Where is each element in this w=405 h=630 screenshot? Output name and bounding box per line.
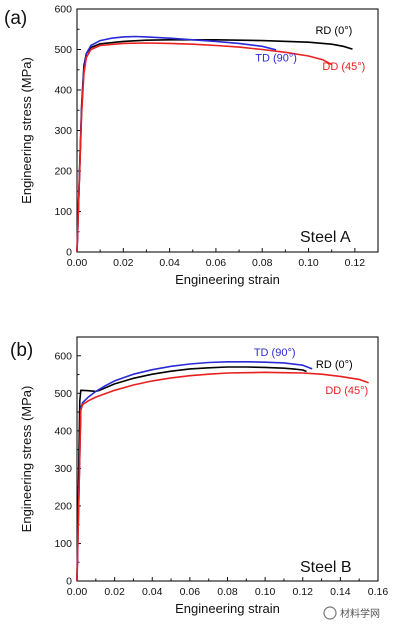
series-label-td: TD (90°) [254,347,296,359]
chart-panel-b: 0.00 0.02 0.04 0.06 0.08 0.10 0.12 0.14 0.16 0 100… [10,336,389,616]
series-line-dd [76,42,333,253]
series-line-rd [76,366,307,582]
watermark-text: 材料学网 [340,607,380,620]
x-tick-label: 0.08 [217,586,238,598]
series-label-rd: RD (0°) [315,25,352,37]
y-tick-label: 500 [54,388,72,400]
series-line-td [76,35,277,253]
x-tick-label: 0.00 [67,586,88,598]
x-tick-label: 0.04 [142,586,163,598]
y-tick-label: 400 [54,425,72,437]
y-tick-label: 100 [54,538,72,550]
y-tick-label: 100 [54,206,72,218]
x-tick-label: 0.16 [368,586,389,598]
watermark-logo-icon [323,606,337,620]
y-tick-label: 300 [54,125,72,137]
y-tick-label: 500 [54,44,72,56]
y-axis-label: Engineering stress (MPa) [19,57,34,204]
steel-annotation: Steel B [300,559,352,576]
series-line-dd [76,371,369,582]
x-axis-label: Engineering strain [175,272,280,287]
x-axis-label: Engineering strain [175,601,280,616]
x-tick-label: 0.04 [159,257,180,269]
y-tick-label: 0 [66,247,72,259]
y-tick-label: 400 [54,85,72,97]
x-tick-label: 0.12 [293,586,314,598]
x-tick-label: 0.06 [206,257,227,269]
x-tick-label: 0.12 [345,257,366,269]
x-tick-label: 0.06 [180,586,201,598]
series-label-rd: RD (0°) [316,359,353,371]
watermark: 材料学网 [323,606,380,620]
x-tick-label: 0.02 [104,586,125,598]
plot-frame [76,8,379,253]
series-line-td [76,361,313,582]
x-tick-label: 0.08 [252,257,273,269]
x-tick-label: 0.10 [298,257,319,269]
x-tick-label: 0.02 [113,257,134,269]
y-tick-label: 600 [54,4,72,16]
series-label-dd: DD (45°) [325,385,368,397]
x-tick-label: 0.00 [67,257,88,269]
x-tick-label: 0.10 [255,586,276,598]
y-tick-label: 200 [54,166,72,178]
series-line-rd [76,39,353,253]
y-tick-label: 300 [54,463,72,475]
panel-label: (a) [4,8,27,29]
steel-annotation: Steel A [300,229,351,246]
x-tick-label: 0.14 [330,586,351,598]
series-label-dd: DD (45°) [322,61,365,73]
y-tick-label: 600 [54,350,72,362]
y-tick-label: 200 [54,500,72,512]
panel-label: (b) [10,340,33,361]
y-axis-label: Engineering stress (MPa) [19,386,34,533]
y-tick-label: 0 [66,576,72,588]
series-label-td: TD (90°) [255,53,297,65]
chart-panel-a: 0.00 0.02 0.04 0.06 0.08 0.10 0.12 0 100 200 300 40… [4,4,379,287]
